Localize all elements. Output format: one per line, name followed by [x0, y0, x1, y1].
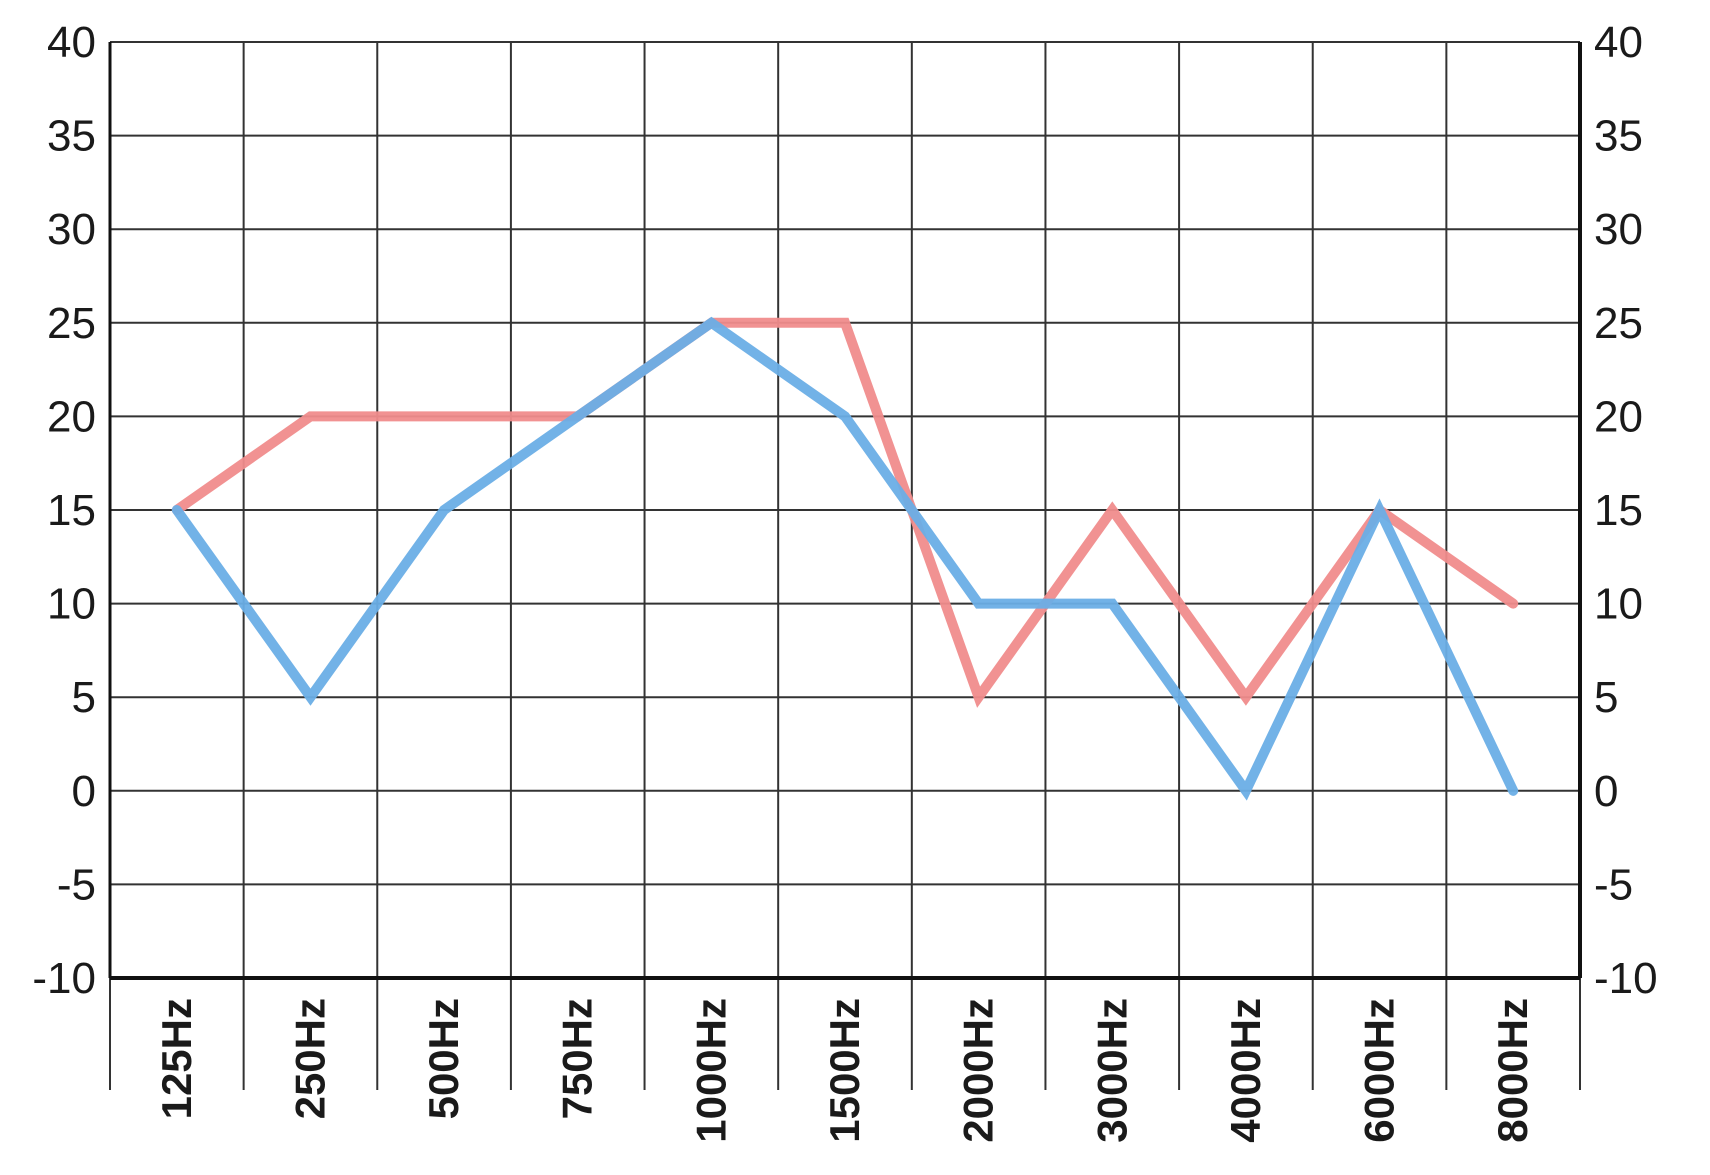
x-tick-label: 3000Hz	[1088, 998, 1135, 1143]
y-tick-label-left: 35	[47, 112, 96, 161]
y-tick-label-left: 40	[47, 18, 96, 67]
x-tick-label: 8000Hz	[1489, 998, 1536, 1143]
y-tick-label-right: 35	[1594, 112, 1643, 161]
y-axis-left-ticks: -10 -5 0 5 10 15 20 25 30 35 40	[32, 18, 96, 1003]
y-tick-label-right: 10	[1594, 580, 1643, 629]
y-tick-label-left: 20	[47, 392, 96, 441]
x-axis-ticks: 125Hz 250Hz 500Hz 750Hz 1000Hz 1500Hz 2000Hz 30…	[153, 998, 1536, 1143]
y-tick-label-left: 10	[47, 580, 96, 629]
x-tick-label: 1000Hz	[687, 998, 734, 1143]
y-tick-label-left: 25	[47, 299, 96, 348]
y-tick-label-left: 0	[72, 767, 96, 816]
x-tick-label: 1500Hz	[821, 998, 868, 1143]
y-tick-label-right: 0	[1594, 767, 1618, 816]
y-tick-label-right: 30	[1594, 205, 1643, 254]
x-tick-label: 2000Hz	[955, 998, 1002, 1143]
y-tick-label-right: 25	[1594, 299, 1643, 348]
grid-lines	[109, 41, 1581, 1090]
y-tick-label-left: -10	[32, 954, 96, 1003]
x-tick-label: 500Hz	[420, 998, 467, 1119]
y-tick-label-right: 40	[1594, 18, 1643, 67]
x-tick-label: 250Hz	[286, 998, 333, 1119]
x-tick-label: 4000Hz	[1222, 998, 1269, 1143]
y-tick-label-left: 15	[47, 486, 96, 535]
x-tick-label: 750Hz	[554, 998, 601, 1119]
y-tick-label-right: 5	[1594, 673, 1618, 722]
y-tick-label-right: -10	[1594, 954, 1658, 1003]
y-tick-label-right: 20	[1594, 392, 1643, 441]
y-axis-right-ticks: -10 -5 0 5 10 15 20 25 30 35 40	[1594, 18, 1658, 1003]
y-tick-label-left: 5	[72, 673, 96, 722]
y-tick-label-left: -5	[57, 860, 96, 909]
x-tick-label: 6000Hz	[1356, 998, 1403, 1143]
y-tick-label-right: -5	[1594, 860, 1633, 909]
axes	[108, 42, 1582, 980]
y-tick-label-left: 30	[47, 205, 96, 254]
series-lines	[171, 316, 1519, 801]
y-tick-label-right: 15	[1594, 486, 1643, 535]
x-tick-label: 125Hz	[153, 998, 200, 1119]
